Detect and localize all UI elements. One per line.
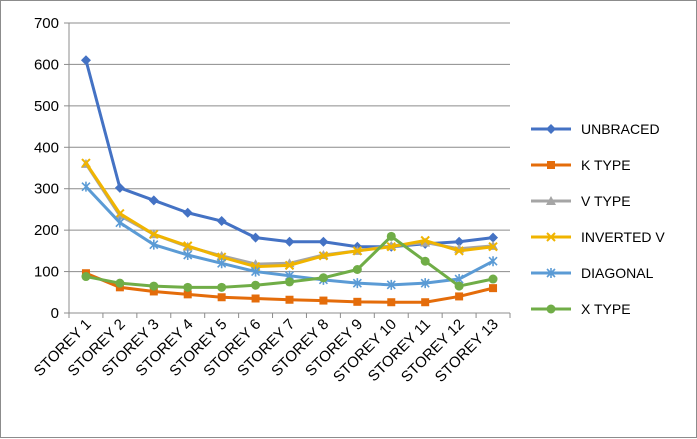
data-point-x-type [217,282,227,292]
data-point-unbraced [284,236,295,247]
data-point-inverted-v [454,246,464,256]
data-point-k-type [285,295,294,304]
data-point-x-type [115,278,125,288]
data-point-k-type [319,296,328,305]
data-point-x-type [420,256,430,266]
data-point-k-type [387,298,396,307]
data-point-unbraced [216,216,227,227]
data-point-diagonal [81,181,91,192]
data-point-k-type [217,293,226,302]
data-point-unbraced [182,207,193,218]
legend-label: V TYPE [581,193,631,209]
legend-marker [547,161,555,169]
data-point-inverted-v [318,251,329,261]
data-point-x-type [386,231,396,241]
series-x-type [81,231,498,292]
data-point-k-type [183,290,192,299]
data-point-unbraced [114,182,125,193]
legend-marker [546,124,556,134]
data-point-inverted-v [488,242,498,252]
data-point-diagonal [352,278,362,289]
legend-marker [546,304,556,314]
series-line-diagonal [84,185,494,287]
series-layer [80,55,499,307]
legend-marker [546,232,556,242]
data-point-x-type [352,265,362,274]
data-point-k-type [251,294,260,303]
data-point-k-type [353,297,362,306]
y-tick-label: 100 [34,264,59,281]
data-point-x-type [318,273,328,283]
y-tick-label: 400 [34,139,59,156]
legend-item-unbraced: UNBRACED [531,121,660,137]
y-tick-label: 600 [34,56,59,73]
data-point-diagonal [183,250,193,260]
data-point-unbraced [250,232,261,243]
series-unbraced [80,55,499,252]
series-k-type [81,269,498,307]
data-point-x-type [488,274,498,284]
data-point-k-type [489,284,498,293]
data-point-x-type [183,282,193,292]
legend-label: UNBRACED [581,121,660,137]
legend-label: INVERTED V [581,229,665,245]
data-point-inverted-v [183,241,193,251]
data-point-inverted-v [420,235,430,246]
data-point-diagonal [386,279,396,290]
data-point-diagonal [251,266,261,277]
series-v-type [80,158,499,269]
legend-item-v-type: V TYPE [531,193,631,209]
data-point-inverted-v [352,246,363,256]
legend-item-diagonal: DIAGONAL [531,265,654,281]
legend-marker [546,196,556,205]
data-point-k-type [149,287,158,296]
data-point-unbraced [148,195,159,206]
y-tick-label: 200 [34,222,59,239]
legend-label: K TYPE [581,157,631,173]
y-tick-label: 0 [51,305,59,322]
data-point-inverted-v [115,208,125,219]
legend-label: X TYPE [581,301,631,317]
legend-marker [546,268,556,278]
y-tick-label: 500 [34,98,59,115]
legend: UNBRACED K TYPE V TYPE INVERTED V DIAGONAL X … [531,121,665,317]
y-tick-label: 300 [34,181,59,198]
data-point-x-type [251,280,261,290]
series-line-inverted-v [84,162,494,269]
data-point-x-type [149,281,159,291]
data-point-x-type [285,277,294,287]
data-point-k-type [455,292,464,301]
data-point-unbraced [454,236,465,247]
series-line-unbraced [84,59,494,249]
data-point-inverted-v [81,158,91,168]
data-point-unbraced [488,232,499,243]
legend-item-inverted-v: INVERTED V [531,229,665,245]
data-point-diagonal [217,258,227,269]
legend-item-k-type: K TYPE [531,157,631,173]
data-point-k-type [421,298,430,307]
legend-item-x-type: X TYPE [531,301,631,317]
series-inverted-v [81,158,498,272]
series-line-v-type [84,163,494,266]
data-point-x-type [81,272,91,282]
data-point-inverted-v [149,229,159,239]
y-axis: 0 100 200 300 400 500 600 700 [34,15,70,322]
gridlines [69,22,510,314]
data-point-diagonal [115,217,125,228]
data-point-x-type [454,281,464,291]
data-point-inverted-v [386,242,396,252]
data-point-inverted-v [284,260,295,271]
data-point-unbraced [80,55,91,66]
y-tick-label: 700 [34,15,59,32]
data-point-diagonal [488,256,498,267]
data-point-unbraced [318,236,329,247]
legend-label: DIAGONAL [581,265,654,281]
data-point-diagonal [420,278,430,289]
data-point-diagonal [149,239,159,250]
